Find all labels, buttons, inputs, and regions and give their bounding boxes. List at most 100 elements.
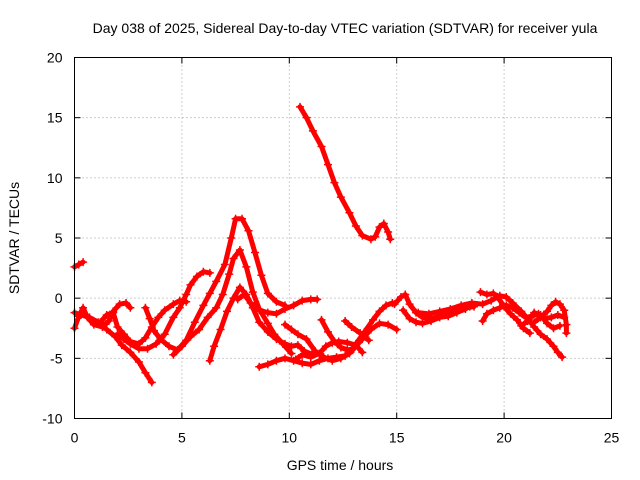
data-point <box>306 360 315 369</box>
data-point <box>562 320 571 329</box>
data-point <box>336 354 345 363</box>
data-point <box>306 353 315 362</box>
data-point <box>371 232 380 241</box>
data-point <box>452 308 461 317</box>
y-tick-label: -5 <box>50 350 63 366</box>
data-point <box>418 319 427 328</box>
data-point <box>482 309 491 318</box>
data-point <box>218 290 227 299</box>
data-point <box>152 339 161 348</box>
data-point <box>227 234 236 242</box>
data-point <box>375 307 384 316</box>
data-point <box>109 308 118 317</box>
data-point <box>223 307 232 316</box>
data-point <box>115 300 124 309</box>
data-point <box>169 350 178 359</box>
data-point <box>147 378 156 387</box>
data-point <box>386 235 395 244</box>
data-point <box>323 160 332 169</box>
data-point <box>263 308 272 317</box>
data-point <box>549 324 558 333</box>
data-point <box>134 357 143 366</box>
data-point <box>141 303 150 312</box>
data-point <box>186 280 195 289</box>
series-track-13 <box>317 315 358 354</box>
data-point <box>117 341 126 350</box>
data-point <box>102 325 111 334</box>
data-point <box>104 317 113 326</box>
data-point <box>96 318 105 327</box>
x-tick-label: 15 <box>389 430 405 446</box>
data-point <box>482 290 491 299</box>
data-point <box>536 311 545 320</box>
data-point <box>113 323 122 332</box>
data-point <box>502 292 511 301</box>
data-point <box>79 258 88 267</box>
data-point <box>457 301 466 310</box>
data-point <box>489 306 498 315</box>
data-point <box>248 288 257 297</box>
series-track-1 <box>70 258 88 271</box>
data-point <box>435 307 444 316</box>
data-point <box>287 342 296 351</box>
data-point <box>298 359 307 368</box>
data-point <box>560 306 569 315</box>
data-point <box>229 254 238 263</box>
data-point <box>553 311 562 320</box>
data-point <box>272 356 281 365</box>
data-point <box>298 350 307 359</box>
data-point <box>255 306 264 315</box>
series-line <box>115 269 213 352</box>
data-point <box>154 313 163 322</box>
data-layer <box>70 102 571 387</box>
data-point <box>392 325 401 334</box>
data-point <box>349 344 358 353</box>
data-point <box>293 330 302 339</box>
data-point <box>446 304 455 313</box>
data-point <box>203 313 212 322</box>
series-track-22 <box>517 308 564 333</box>
chart-title: Day 038 of 2025, Sidereal Day-to-day VTE… <box>93 20 598 36</box>
data-point <box>345 208 354 217</box>
data-point <box>358 231 367 240</box>
data-point <box>543 319 552 328</box>
data-point <box>141 368 150 377</box>
data-point <box>272 335 281 344</box>
x-axis-label: GPS time / hours <box>287 457 394 473</box>
data-point <box>315 356 324 365</box>
series-line <box>97 298 189 347</box>
data-point <box>369 315 378 324</box>
data-point <box>235 246 244 255</box>
data-point <box>517 321 526 330</box>
data-point <box>476 288 485 297</box>
y-axis-label: SDTVAR / TECUs <box>6 182 22 294</box>
series-line <box>207 284 316 364</box>
data-point <box>287 349 296 358</box>
series-track-8 <box>205 283 317 365</box>
data-point <box>427 317 436 326</box>
data-point <box>134 344 143 353</box>
data-point <box>89 320 98 329</box>
data-point <box>199 301 208 310</box>
y-tick-label: 15 <box>47 110 63 126</box>
data-point <box>257 271 266 280</box>
data-point <box>341 317 350 326</box>
data-point <box>336 193 345 202</box>
data-point <box>549 342 558 351</box>
data-point <box>444 312 453 321</box>
data-point <box>405 314 414 323</box>
data-point <box>79 303 88 312</box>
data-point <box>525 329 534 338</box>
series-track-15 <box>296 102 395 244</box>
data-point <box>487 296 496 305</box>
data-point <box>263 319 272 328</box>
data-point <box>347 323 356 332</box>
data-point <box>555 300 564 309</box>
data-point <box>553 348 562 357</box>
data-point <box>160 306 169 315</box>
series-line <box>342 318 372 343</box>
data-point <box>547 301 556 310</box>
x-tick-label: 10 <box>282 430 298 446</box>
data-point <box>530 308 539 317</box>
